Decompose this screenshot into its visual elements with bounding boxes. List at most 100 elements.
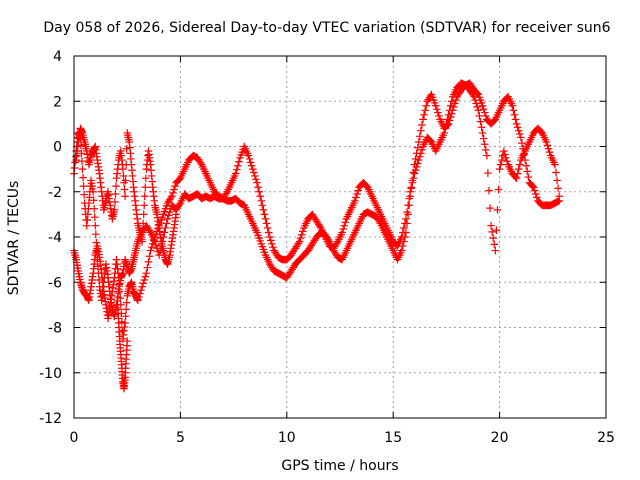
data-point	[168, 192, 176, 201]
data-point	[479, 105, 488, 113]
data-point	[485, 186, 493, 195]
data-point	[260, 248, 269, 257]
data-point	[163, 215, 172, 223]
data-point	[481, 146, 490, 154]
data-point	[413, 159, 422, 168]
data-point	[250, 168, 258, 177]
data-point	[471, 96, 479, 104]
data-point	[255, 187, 263, 196]
data-point	[297, 230, 306, 239]
data-point	[417, 126, 425, 135]
data-point	[269, 243, 277, 251]
data-point	[477, 123, 486, 132]
data-point	[119, 165, 127, 173]
data-point	[162, 202, 171, 210]
data-point	[544, 144, 553, 153]
data-point	[478, 129, 487, 137]
data-point	[170, 185, 178, 194]
data-point	[134, 296, 142, 305]
data-point	[444, 111, 453, 119]
data-point	[141, 272, 150, 281]
data-point	[164, 211, 173, 220]
data-point	[78, 165, 87, 173]
data-point	[139, 210, 148, 219]
data-point	[136, 289, 144, 298]
data-point	[480, 108, 489, 117]
data-point	[474, 106, 483, 115]
data-point	[244, 151, 253, 160]
data-point	[235, 157, 243, 166]
data-point	[295, 237, 304, 246]
data-point	[139, 279, 147, 288]
data-point	[141, 183, 150, 192]
data-point	[411, 155, 420, 163]
data-point	[112, 182, 120, 190]
data-point	[479, 134, 488, 143]
data-point	[513, 123, 522, 132]
data-point	[251, 172, 259, 180]
data-point	[475, 112, 484, 120]
data-point	[542, 138, 551, 146]
data-point	[422, 101, 430, 110]
data-point	[416, 152, 424, 161]
data-point	[341, 218, 350, 227]
data-point	[493, 206, 502, 214]
data-point	[80, 190, 88, 199]
data-point	[430, 99, 439, 107]
data-point	[418, 121, 426, 129]
data-point	[555, 192, 563, 201]
y-tick-label: -12	[39, 411, 62, 427]
data-point	[397, 246, 406, 255]
data-point	[259, 245, 268, 254]
data-point	[529, 183, 538, 192]
x-tick-label: 15	[384, 430, 402, 446]
data-point	[253, 178, 261, 187]
data-point	[476, 117, 485, 126]
data-point	[144, 258, 153, 266]
data-point	[122, 298, 131, 307]
data-point	[110, 206, 119, 214]
x-tick-labels: 0 5 10 15 20 25	[70, 430, 615, 446]
data-point	[232, 165, 241, 174]
y-tick-label: 0	[53, 140, 62, 156]
data-point	[446, 101, 455, 110]
data-point	[490, 240, 499, 249]
data-point	[135, 293, 143, 301]
data-point	[140, 276, 149, 284]
data-point	[90, 204, 99, 213]
data-point	[121, 312, 130, 320]
data-point	[420, 111, 428, 119]
data-point	[353, 190, 361, 198]
x-tick-label: 5	[176, 430, 185, 446]
data-point	[397, 233, 406, 241]
data-point	[513, 169, 522, 178]
data-point	[122, 305, 130, 314]
data-point	[257, 197, 266, 205]
data-point	[256, 192, 264, 201]
plot-border	[73, 55, 607, 419]
data-point	[445, 106, 454, 115]
data-point	[496, 160, 505, 169]
data-point	[435, 112, 443, 120]
data-point	[443, 115, 452, 124]
data-point	[234, 161, 242, 170]
data-point	[500, 147, 508, 155]
data-point	[414, 156, 423, 164]
data-point	[508, 101, 517, 110]
data-point	[142, 269, 151, 277]
data-point	[257, 239, 266, 248]
data-point	[406, 187, 415, 196]
data-point	[503, 157, 511, 166]
data-point	[428, 93, 437, 102]
data-point	[516, 130, 524, 138]
data-point	[78, 157, 86, 166]
data-point	[161, 204, 170, 213]
data-point	[510, 111, 519, 119]
data-point	[551, 160, 559, 169]
data-point	[450, 103, 458, 111]
data-point	[400, 224, 408, 232]
data-point	[408, 178, 417, 187]
data-point	[414, 138, 423, 146]
x-axis-label: GPS time / hours	[281, 458, 398, 474]
data-point	[481, 112, 490, 120]
